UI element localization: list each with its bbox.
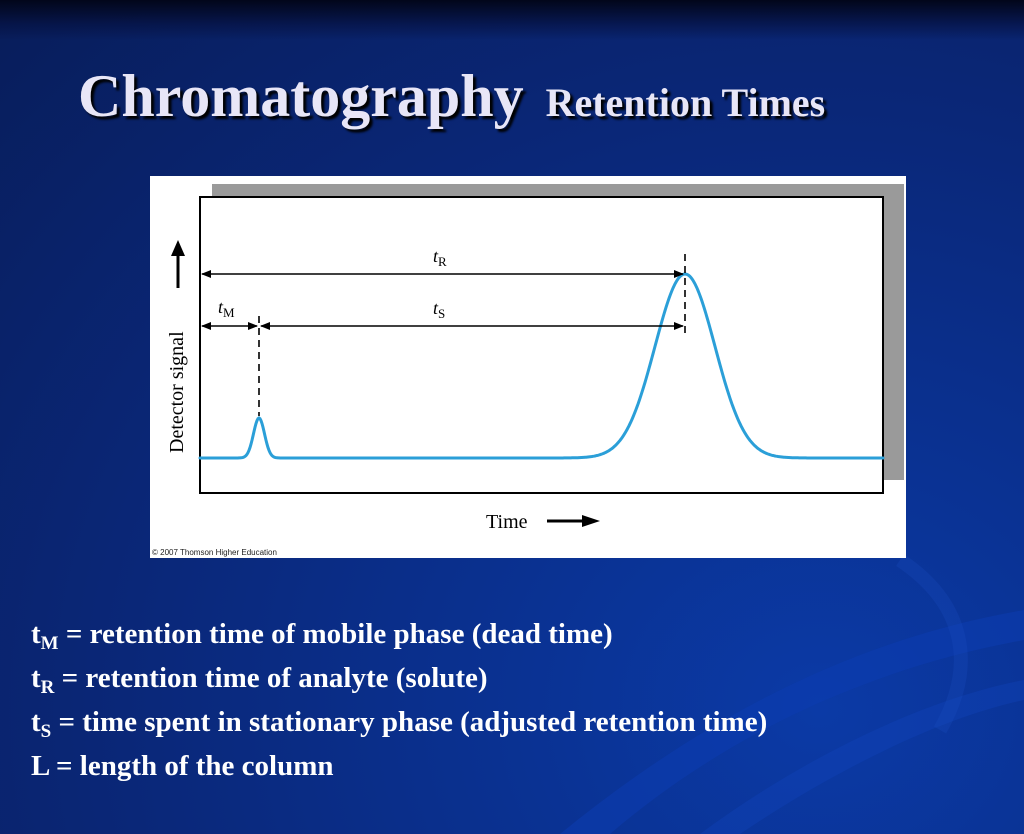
title-subtitle: Retention Times	[545, 80, 826, 125]
x-axis-label: Time	[486, 511, 528, 533]
definition-ts: tS = time spent in stationary phase (adj…	[31, 706, 768, 742]
definitions-list: tM = retention time of mobile phase (dea…	[31, 612, 767, 788]
chromatogram-figure: tR tS tM Detector signal Time © 2007 Tho…	[150, 176, 906, 558]
x-axis-arrow-head	[582, 515, 600, 527]
slide-title: Chromatography Retention Times	[78, 62, 825, 131]
ts-label: tS	[433, 298, 445, 321]
definition-tr: tR = retention time of analyte (solute)	[31, 662, 488, 698]
definition-l: L = length of the column	[31, 750, 334, 782]
y-axis-arrow-head	[171, 240, 185, 256]
plot-frame	[199, 196, 884, 494]
chromatogram-svg: tR tS tM Detector signal Time	[166, 184, 904, 533]
top-dark-band	[0, 0, 1024, 40]
chromatogram-curve	[198, 272, 885, 460]
tr-label: tR	[433, 246, 447, 269]
definition-tm: tM = retention time of mobile phase (dea…	[31, 618, 613, 654]
title-main: Chromatography	[78, 63, 524, 129]
copyright-credit: © 2007 Thomson Higher Education	[152, 548, 277, 557]
tm-label: tM	[218, 297, 235, 320]
y-axis-label: Detector signal	[166, 331, 188, 453]
